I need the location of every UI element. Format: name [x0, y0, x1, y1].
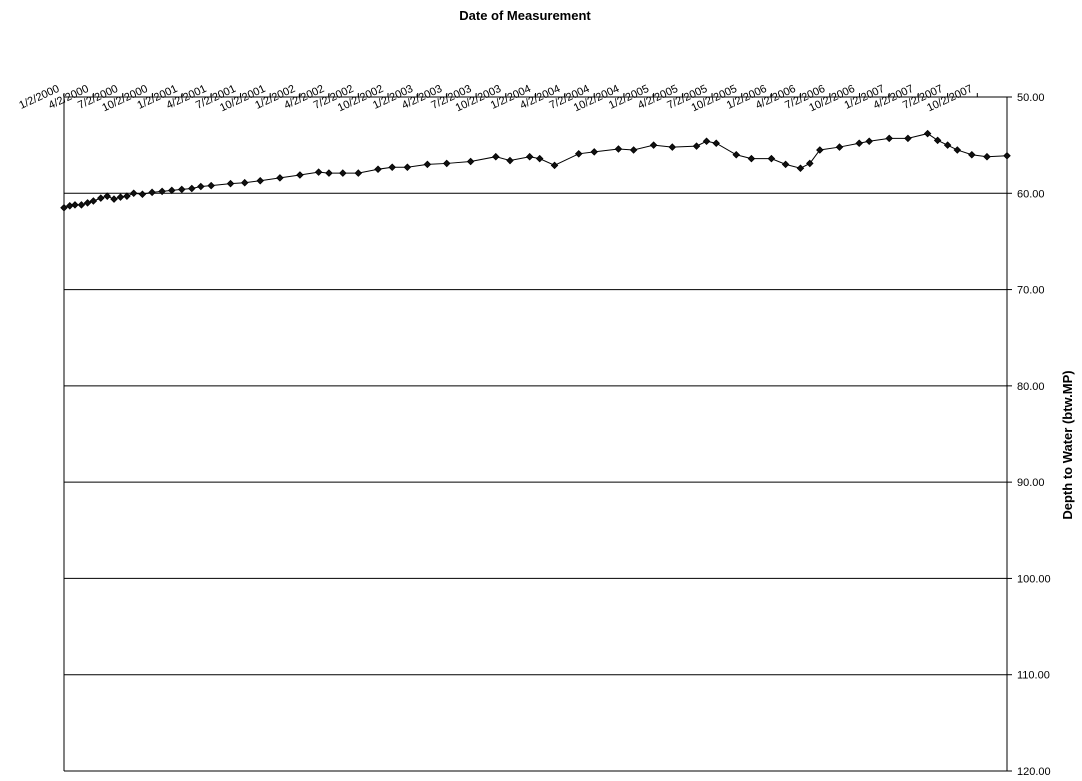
y-tick-label: 60.00	[1017, 188, 1045, 200]
series-layer	[60, 129, 1011, 212]
data-point	[423, 160, 432, 169]
data-point	[525, 152, 534, 161]
data-point	[806, 159, 814, 168]
data-point	[506, 156, 514, 165]
x-axis-title: Date of Measurement	[459, 8, 591, 23]
data-point	[60, 203, 68, 212]
data-point	[1003, 151, 1011, 160]
data-point	[692, 142, 701, 150]
data-point	[629, 146, 638, 154]
y-tick-label: 70.00	[1017, 285, 1045, 297]
data-point	[953, 146, 962, 154]
data-point	[767, 154, 776, 163]
data-point	[123, 192, 131, 200]
data-point	[188, 184, 196, 193]
data-point	[550, 161, 559, 170]
y-tick-label: 100.00	[1017, 573, 1051, 585]
data-point	[325, 169, 333, 177]
data-point	[77, 201, 86, 209]
data-point	[138, 190, 147, 199]
data-point	[712, 139, 720, 147]
data-point	[865, 137, 873, 146]
data-point	[354, 169, 363, 177]
y-axis-title: Depth to Water (btw.MP)	[1060, 370, 1075, 519]
data-point	[148, 188, 156, 197]
data-point	[835, 143, 844, 151]
data-point	[574, 150, 583, 158]
data-point	[466, 157, 475, 166]
data-point	[178, 185, 186, 194]
data-point	[66, 202, 74, 210]
data-point	[71, 201, 79, 209]
y-tick-labels: 50.00 60.00 70.00 80.00 90.00 100.00 110.00 120…	[1017, 92, 1051, 778]
data-point	[933, 136, 942, 145]
data-point	[116, 193, 125, 201]
data-point	[796, 164, 805, 173]
data-point	[240, 178, 249, 187]
data-point	[702, 137, 711, 146]
data-point	[923, 129, 932, 138]
data-point	[885, 134, 893, 143]
data-point	[158, 187, 166, 196]
data-point	[207, 181, 215, 190]
data-point	[256, 177, 264, 185]
data-point	[403, 163, 412, 172]
data-point	[492, 152, 500, 161]
data-point	[110, 195, 118, 203]
data-point	[83, 199, 92, 207]
data-point	[226, 179, 235, 188]
data-point	[129, 189, 138, 198]
data-point	[904, 134, 912, 143]
data-point	[943, 141, 952, 149]
data-point	[442, 159, 451, 168]
data-point	[276, 174, 284, 182]
data-point	[197, 182, 205, 191]
data-point	[781, 160, 790, 169]
data-point	[649, 141, 658, 149]
data-point	[983, 152, 991, 161]
data-point	[590, 148, 599, 156]
axes	[63, 93, 1012, 772]
data-point	[296, 171, 304, 179]
data-point	[535, 154, 544, 163]
data-point	[388, 163, 396, 172]
data-point	[168, 186, 176, 195]
data-point	[89, 197, 98, 205]
data-point	[816, 146, 824, 154]
y-tick-label: 90.00	[1017, 477, 1045, 489]
data-point	[97, 194, 105, 202]
data-point	[747, 154, 756, 163]
data-point	[339, 169, 347, 177]
data-point	[614, 145, 623, 153]
data-point	[314, 168, 323, 176]
y-tick-label: 50.00	[1017, 92, 1045, 104]
x-tick-labels: 1/2/20004/2/20007/2/200010/2/20001/2/200…	[17, 83, 974, 115]
data-point	[374, 165, 382, 173]
series-line	[63, 133, 1008, 209]
gridlines	[64, 192, 1007, 772]
y-tick-label: 80.00	[1017, 381, 1045, 393]
data-point	[855, 139, 863, 147]
data-point	[732, 151, 741, 159]
data-point	[668, 143, 677, 151]
y-tick-label: 110.00	[1017, 670, 1050, 682]
data-point	[968, 151, 976, 159]
data-point	[103, 192, 112, 200]
y-tick-label: 120.00	[1017, 766, 1051, 778]
